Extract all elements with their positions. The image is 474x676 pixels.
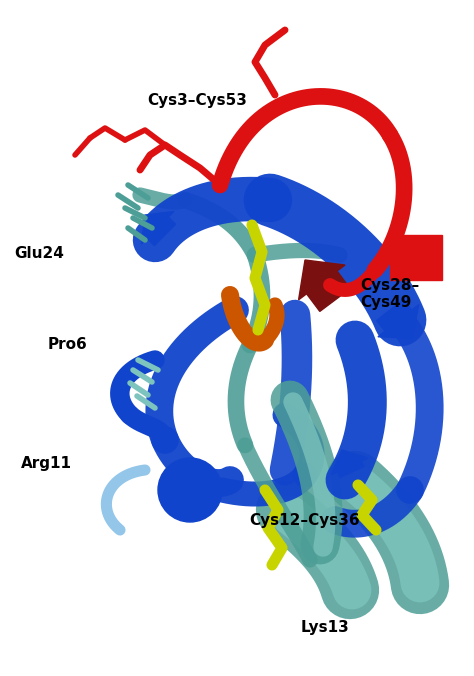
Text: Cys3–Cys53: Cys3–Cys53 bbox=[147, 93, 247, 107]
FancyArrow shape bbox=[377, 299, 419, 338]
Text: Glu24: Glu24 bbox=[14, 246, 64, 261]
FancyArrow shape bbox=[331, 450, 368, 477]
FancyArrow shape bbox=[299, 260, 350, 312]
Text: Arg11: Arg11 bbox=[21, 456, 73, 470]
Bar bbox=[390, 235, 442, 280]
Text: Cys28–
Cys49: Cys28– Cys49 bbox=[360, 278, 419, 310]
FancyArrow shape bbox=[141, 212, 175, 245]
Text: Pro6: Pro6 bbox=[47, 337, 87, 352]
Text: Lys13: Lys13 bbox=[301, 620, 350, 635]
Circle shape bbox=[158, 458, 222, 522]
Text: Cys12–Cys36: Cys12–Cys36 bbox=[249, 513, 359, 528]
